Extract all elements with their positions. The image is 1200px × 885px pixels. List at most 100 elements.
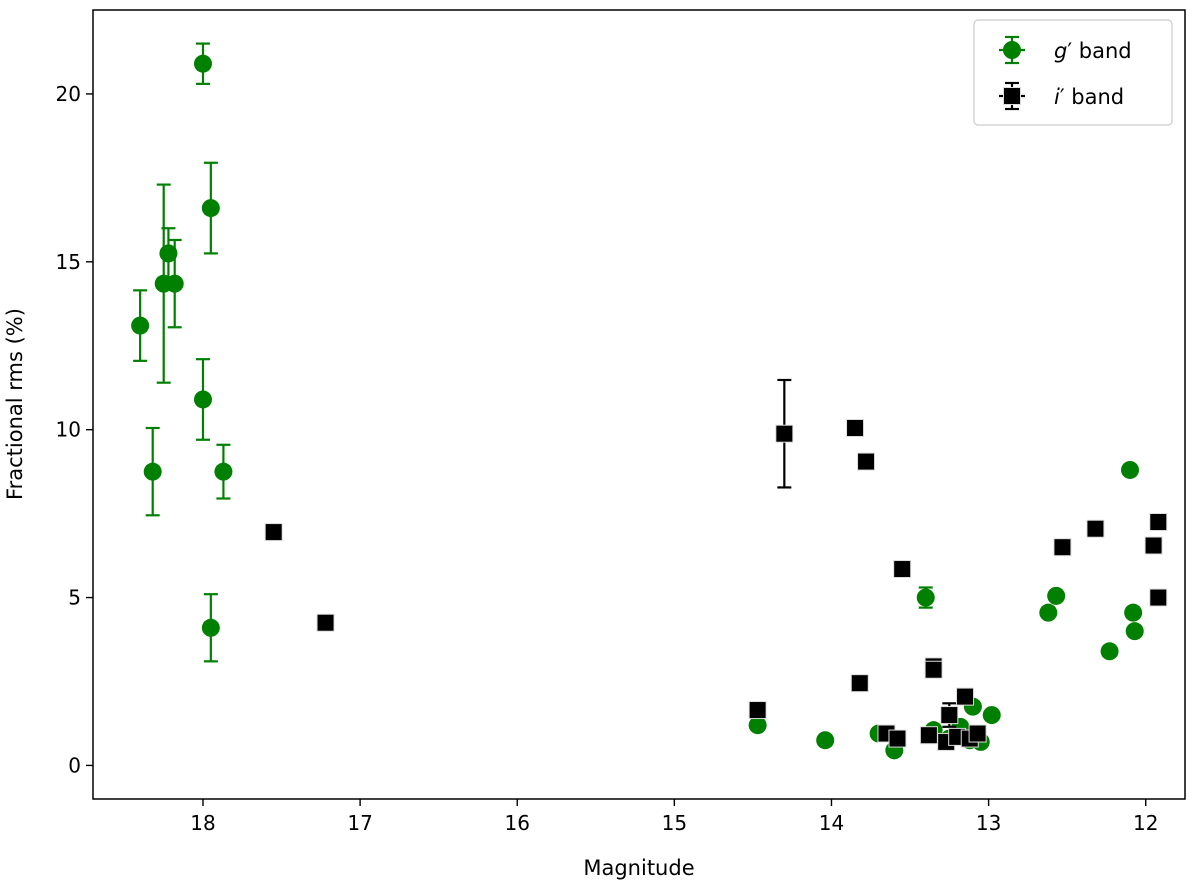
legend-label: i′ band bbox=[1054, 85, 1124, 109]
g-band-point-marker bbox=[916, 588, 935, 607]
g-band-point bbox=[131, 289, 150, 362]
i-band-point-marker bbox=[1053, 538, 1072, 557]
legend-label-band-letter: g bbox=[1054, 39, 1067, 63]
i-band-point-marker bbox=[1144, 536, 1163, 555]
i-band-point-marker bbox=[924, 660, 943, 679]
legend-label-band-letter: i bbox=[1054, 85, 1060, 109]
i-band-point-marker bbox=[956, 687, 975, 706]
y-tick-label: 15 bbox=[56, 250, 81, 274]
g-band-point-marker bbox=[1047, 586, 1066, 605]
x-tick-label: 12 bbox=[1133, 811, 1158, 835]
i-band-point bbox=[857, 452, 876, 471]
g-band-point bbox=[193, 358, 212, 441]
x-axis-label: Magnitude bbox=[583, 856, 694, 880]
axis-ticks: 18 17 16 15 14 13 12 0 5 10 15 20 bbox=[56, 82, 1159, 835]
i-band-point bbox=[1149, 588, 1168, 607]
i-band-point bbox=[846, 419, 865, 438]
g-band-point bbox=[1047, 586, 1066, 605]
i-band-point bbox=[924, 660, 943, 679]
y-tick-label: 20 bbox=[56, 82, 81, 106]
i-band-point bbox=[264, 523, 283, 542]
legend-marker bbox=[1003, 87, 1021, 105]
legend-label-band-suffix: ′ band bbox=[1060, 85, 1124, 109]
x-tick-label: 16 bbox=[505, 811, 530, 835]
legend-item-i-band: i′ band bbox=[999, 81, 1124, 111]
g-band-point-marker bbox=[201, 199, 220, 218]
g-band-point-marker bbox=[1039, 603, 1058, 622]
i-band-point bbox=[1086, 519, 1105, 538]
i-band-point-marker bbox=[850, 674, 869, 693]
i-band-point bbox=[850, 674, 869, 693]
g-band-point bbox=[748, 716, 767, 735]
legend-marker bbox=[1003, 41, 1021, 59]
i-band-point bbox=[919, 726, 938, 745]
g-band-point-marker bbox=[165, 274, 184, 293]
legend-label-band-suffix: ′ band bbox=[1067, 39, 1131, 63]
data-marks bbox=[131, 42, 1168, 760]
i-band-point-marker bbox=[1086, 519, 1105, 538]
i-band-point-marker bbox=[893, 560, 912, 579]
g-band-point-marker bbox=[1121, 460, 1140, 479]
legend-box bbox=[973, 19, 1173, 126]
g-band-point-marker bbox=[748, 716, 767, 735]
i-band-point-marker bbox=[968, 724, 987, 743]
g-band-point-marker bbox=[193, 54, 212, 73]
i-band-point-marker bbox=[919, 726, 938, 745]
g-band-point-marker bbox=[982, 706, 1001, 725]
g-band-point bbox=[165, 238, 184, 329]
g-band-point bbox=[1100, 642, 1119, 661]
i-band-point bbox=[1149, 513, 1168, 532]
y-tick-label: 5 bbox=[68, 586, 81, 610]
g-band-point bbox=[201, 161, 220, 255]
g-band-point bbox=[816, 731, 835, 750]
g-band-point-marker bbox=[1125, 622, 1144, 641]
x-tick-label: 13 bbox=[976, 811, 1001, 835]
i-band-point bbox=[1053, 538, 1072, 557]
plot-frame bbox=[92, 9, 1186, 800]
i-band-point-marker bbox=[316, 613, 335, 632]
g-band-point-marker bbox=[214, 462, 233, 481]
i-band-point-marker bbox=[264, 523, 283, 542]
g-band-point-marker bbox=[143, 462, 162, 481]
y-tick-label: 0 bbox=[68, 753, 81, 777]
i-band-point bbox=[893, 560, 912, 579]
i-band-point-marker bbox=[775, 424, 794, 443]
x-tick-label: 18 bbox=[190, 811, 215, 835]
i-band-point bbox=[956, 687, 975, 706]
i-band-point bbox=[888, 729, 907, 748]
i-band-point-marker bbox=[1149, 588, 1168, 607]
legend-label: g′ band bbox=[1054, 39, 1132, 63]
i-band-point bbox=[940, 702, 959, 728]
g-band-point bbox=[1124, 603, 1143, 622]
g-band-point-marker bbox=[131, 316, 150, 335]
i-band-point bbox=[775, 378, 794, 489]
g-band-point bbox=[143, 426, 162, 517]
y-axis-label: Fractional rms (%) bbox=[3, 308, 27, 500]
i-band-point-marker bbox=[846, 419, 865, 438]
g-band-point-marker bbox=[193, 390, 212, 409]
i-band-point-marker bbox=[1149, 513, 1168, 532]
x-tick-label: 17 bbox=[347, 811, 372, 835]
i-band-point-marker bbox=[748, 701, 767, 720]
g-band-point-marker bbox=[816, 731, 835, 750]
i-band-point-marker bbox=[888, 729, 907, 748]
i-band-point bbox=[968, 724, 987, 743]
g-band-point bbox=[916, 586, 935, 609]
g-band-point-marker bbox=[1100, 642, 1119, 661]
i-band-point-marker bbox=[940, 706, 959, 725]
i-band-point bbox=[1144, 536, 1163, 555]
g-band-point bbox=[214, 443, 233, 500]
i-band-point bbox=[748, 701, 767, 720]
g-band-point-marker bbox=[201, 618, 220, 637]
g-band-point bbox=[1039, 603, 1058, 622]
i-band-point-marker bbox=[857, 452, 876, 471]
x-tick-label: 15 bbox=[662, 811, 687, 835]
g-band-point-marker bbox=[159, 244, 178, 263]
y-tick-label: 10 bbox=[56, 418, 81, 442]
g-band-point bbox=[982, 706, 1001, 725]
g-band-point bbox=[201, 593, 220, 663]
g-band-point-marker bbox=[1124, 603, 1143, 622]
